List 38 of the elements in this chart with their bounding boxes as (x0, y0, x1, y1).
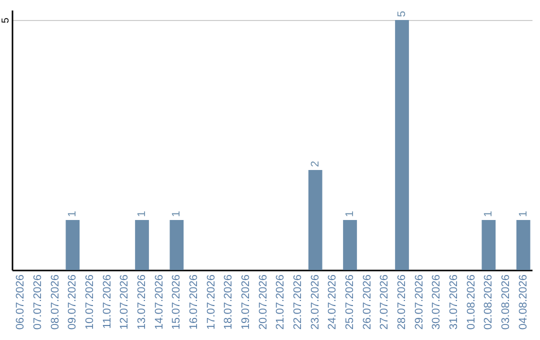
x-tick-label: 22.07.2026 (292, 274, 304, 330)
x-tick-label: 30.07.2026 (430, 274, 443, 330)
x-tick-label: 19.07.2026 (240, 274, 252, 330)
x-tick-label: 02.08.2026 (482, 274, 495, 330)
x-tick-label: 21.07.2026 (274, 274, 287, 330)
x-tick-label: 04.08.2026 (517, 274, 530, 330)
data-label: 1 (482, 210, 495, 217)
x-tick-label: 31.07.2026 (448, 274, 460, 330)
x-tick-label: 15.07.2026 (170, 274, 183, 330)
data-label: 1 (344, 210, 356, 217)
x-tick-label: 16.07.2026 (188, 274, 200, 330)
x-tick-label: 23.07.2026 (309, 274, 322, 330)
x-tick-label: 24.07.2026 (326, 274, 339, 330)
data-label: 1 (170, 210, 183, 217)
x-tick-label: 07.07.2026 (32, 274, 44, 330)
x-tick-label: 17.07.2026 (205, 274, 218, 330)
data-label: 2 (309, 160, 322, 167)
data-label: 1 (66, 210, 79, 217)
x-tick-label: 11.07.2026 (101, 274, 114, 329)
x-tick-label: 18.07.2026 (222, 274, 235, 330)
x-tick-label: 12.07.2026 (118, 274, 131, 330)
x-tick-label: 03.08.2026 (500, 274, 512, 330)
x-tick-label: 29.07.2026 (413, 274, 426, 330)
data-label: 1 (517, 210, 530, 217)
x-tick-label: 20.07.2026 (257, 274, 270, 330)
x-tick-label: 10.07.2026 (84, 274, 96, 330)
x-tick-label: 13.07.2026 (136, 274, 148, 330)
x-tick-label: 06.07.2026 (14, 274, 27, 330)
x-tick-label: 08.07.2026 (49, 274, 62, 330)
x-tick-label: 14.07.2026 (153, 274, 166, 330)
data-label: 1 (136, 210, 148, 217)
x-tick-label: 27.07.2026 (378, 274, 391, 330)
x-tick-label: 28.07.2026 (396, 274, 408, 330)
data-label: 5 (396, 10, 408, 17)
x-tick-label: 25.07.2026 (344, 274, 356, 330)
x-tick-label: 09.07.2026 (66, 274, 79, 330)
x-tick-label: 26.07.2026 (361, 274, 374, 330)
x-tick-label: 01.08.2026 (465, 274, 478, 330)
